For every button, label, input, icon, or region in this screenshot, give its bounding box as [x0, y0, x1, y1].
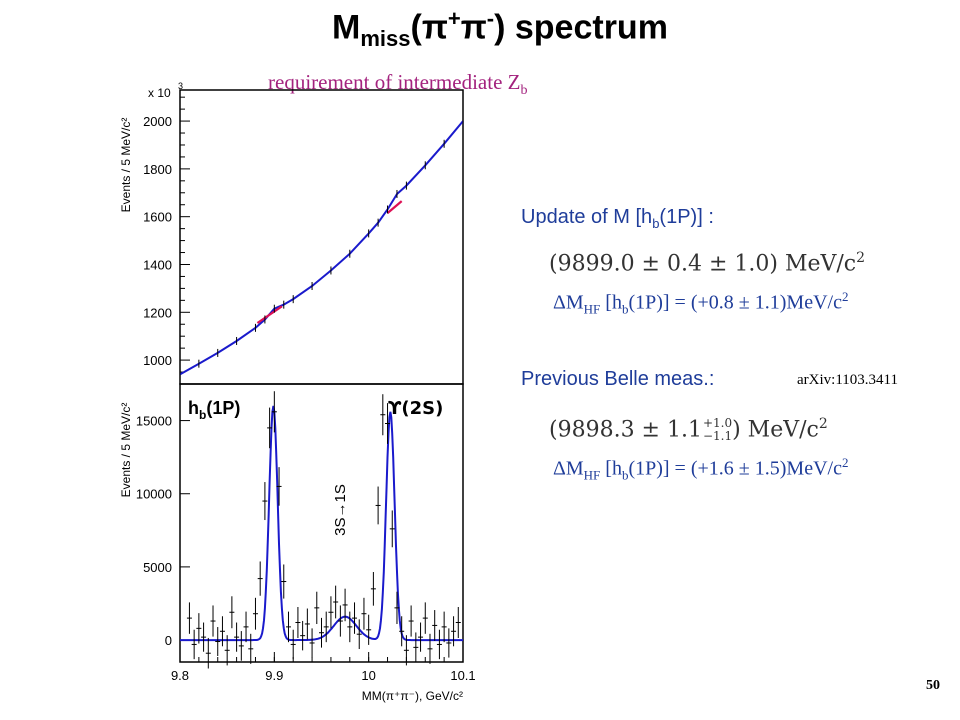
- top-ytick-label: 1400: [143, 257, 172, 272]
- peak-label-upsilon2s: ϒ(2S): [388, 398, 443, 419]
- y-multiplier-exponent: 3: [178, 81, 183, 91]
- bottom-ytick-label: 10000: [136, 487, 172, 502]
- top-ytick-label: 1600: [143, 210, 172, 225]
- previous-delta-hf: ΔMHF [hb(1P)] = (+1.6 ± 1.5)MeV/c2: [553, 455, 849, 483]
- previous-mass-value: (9898.3 ± 1.1+1.0 −1.1) MeV/c2: [549, 416, 828, 444]
- bottom-ylabel: Events / 5 MeV/c²: [119, 403, 133, 498]
- annotation-3s-1s: 3S→1S: [332, 484, 349, 536]
- peak-label-hb1p: hb(1P): [188, 398, 240, 422]
- bottom-xtick-label: 10: [361, 668, 375, 683]
- bottom-fit-curve: [180, 405, 463, 642]
- bottom-xlabel: MM(π⁺π⁻), GeV/c²: [362, 689, 463, 703]
- bottom-xtick-label: 10.1: [450, 668, 475, 683]
- bottom-ytick-label: 5000: [143, 560, 172, 575]
- update-heading: Update of M [hb(1P)] :: [521, 206, 714, 231]
- top-panel-frame: [179, 89, 464, 385]
- top-ytick-label: 2000: [143, 114, 172, 129]
- top-fit-line: [179, 120, 464, 376]
- bottom-ytick-label: 15000: [136, 414, 172, 429]
- top-signal-highlight: [386, 200, 403, 214]
- top-ytick-label: 1800: [143, 162, 172, 177]
- arxiv-reference: arXiv:1103.3411: [797, 372, 898, 388]
- update-delta-hf: ΔMHF [hb(1P)] = (+0.8 ± 1.1)MeV/c2: [553, 289, 849, 317]
- top-signal-highlight: [256, 305, 283, 324]
- y-multiplier-label: x 10: [148, 86, 171, 100]
- top-ylabel: Events / 5 MeV/c²: [119, 118, 133, 213]
- top-ytick-label: 1200: [143, 305, 172, 320]
- bottom-xtick-label: 9.9: [265, 668, 283, 683]
- slide-title: Mmiss(π+π-) spectrum: [332, 6, 668, 52]
- bottom-panel-frame: [179, 383, 464, 663]
- bottom-xtick-label: 9.8: [171, 668, 189, 683]
- previous-heading: Previous Belle meas.:: [521, 368, 715, 390]
- error-down: −1.1: [702, 429, 733, 444]
- bottom-ytick-label: 0: [165, 633, 172, 648]
- update-mass-value: (9899.0 ± 0.4 ± 1.0) MeV/c2: [549, 250, 866, 277]
- top-ytick-label: 1000: [143, 353, 172, 368]
- page-number: 50: [926, 678, 940, 693]
- error-up: +1.0: [702, 416, 733, 431]
